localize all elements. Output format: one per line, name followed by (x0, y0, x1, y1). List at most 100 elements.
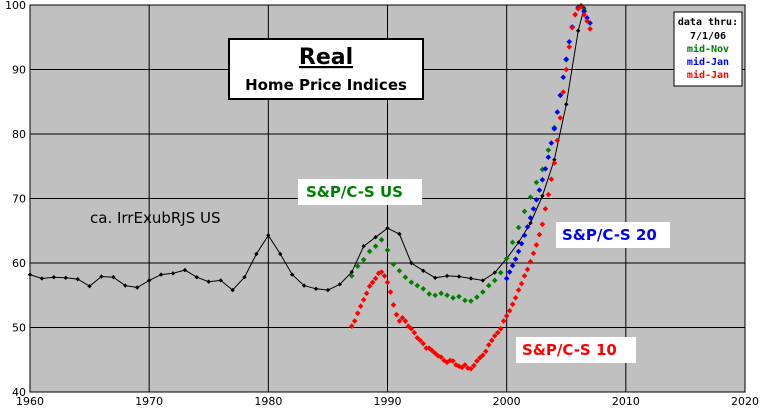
data-point-cs-10 (503, 313, 510, 319)
y-tick-label: 90 (12, 64, 26, 77)
x-tick-label: 2010 (612, 395, 640, 408)
data-point-cs-10 (533, 242, 540, 248)
data-point-cs-20 (503, 275, 510, 282)
data-point-irrexub (575, 28, 581, 33)
data-point-cs-20 (566, 38, 573, 45)
data-point-cs-us (366, 248, 373, 255)
data-point-cs-10 (441, 357, 447, 364)
data-point-cs-10 (348, 323, 355, 330)
data-point-irrexub (337, 282, 343, 287)
data-point-irrexub (123, 283, 128, 288)
data-point-cs-10 (354, 310, 361, 317)
data-point-cs-us (354, 263, 361, 270)
data-point-cs-us (527, 194, 534, 201)
data-point-cs-10 (408, 325, 415, 332)
data-point-irrexub (301, 283, 307, 288)
legend-frame (673, 11, 743, 87)
series-label-cs-20: S&P/C-S 20 (556, 222, 670, 248)
legend-entry-date: 7/1/06 (690, 31, 726, 42)
data-point-cs-10 (399, 315, 406, 321)
data-point-cs-us (432, 292, 438, 299)
data-point-irrexub (552, 157, 557, 162)
data-point-cs-us (408, 279, 415, 286)
data-point-irrexub (313, 286, 319, 291)
data-point-cs-10 (521, 273, 528, 279)
data-point-cs-10 (471, 362, 477, 369)
data-point-cs-us (348, 273, 355, 279)
x-tick-label: 2020 (731, 395, 759, 408)
legend-entry-data-thru: data thru: (678, 17, 738, 28)
x-tick-label: 1960 (16, 395, 44, 408)
data-point-cs-10 (572, 11, 578, 18)
data-point-cs-us (378, 236, 385, 243)
data-point-cs-10 (351, 318, 358, 324)
data-point-irrexub (278, 251, 283, 257)
series-irrexub (27, 6, 587, 293)
data-point-cs-20 (515, 248, 522, 255)
data-point-irrexub (397, 231, 402, 237)
data-point-irrexub (146, 278, 152, 283)
data-point-cs-us (462, 297, 468, 304)
data-point-cs-10 (402, 318, 409, 324)
data-point-irrexub (409, 260, 414, 266)
data-point-cs-10 (390, 302, 397, 308)
x-tick-label: 2000 (493, 395, 521, 408)
data-point-cs-10 (506, 307, 513, 314)
data-point-cs-10 (563, 66, 570, 73)
data-point-cs-us (468, 298, 474, 304)
data-point-irrexub (540, 193, 545, 199)
data-point-irrexub (444, 273, 450, 279)
title-box: Real Home Price Indices (228, 38, 424, 100)
data-point-cs-10 (554, 137, 561, 144)
data-point-cs-20 (584, 15, 590, 21)
data-point-irrexub (135, 285, 140, 290)
data-point-cs-20 (512, 256, 519, 262)
data-point-cs-10 (584, 18, 590, 24)
data-point-irrexub (182, 267, 188, 273)
data-point-cs-20 (506, 269, 513, 275)
data-point-irrexub (111, 274, 116, 280)
data-point-cs-10 (378, 269, 385, 275)
series-label-cs-us: S&P/C-S US (298, 179, 422, 205)
data-point-cs-10 (447, 357, 453, 364)
data-point-irrexub (170, 271, 176, 276)
data-point-cs-10 (357, 303, 364, 310)
data-point-cs-us (444, 292, 450, 299)
chart-title: Real (299, 45, 353, 70)
data-point-cs-10 (387, 289, 394, 295)
data-point-cs-20 (581, 8, 587, 15)
data-point-cs-20 (563, 56, 570, 62)
data-point-cs-us (521, 208, 528, 215)
data-point-irrexub (349, 269, 354, 275)
data-point-cs-us (372, 243, 379, 250)
data-point-cs-us (402, 274, 409, 280)
y-tick-label: 80 (12, 128, 26, 141)
data-point-cs-10 (483, 348, 489, 355)
data-point-cs-10 (494, 329, 501, 336)
series-label-cs-10-box (516, 337, 636, 363)
y-tick-label: 40 (12, 386, 26, 399)
data-point-cs-us (450, 295, 456, 301)
legend-entry-mid-jan-red: mid-Jan (687, 69, 729, 81)
data-point-irrexub (39, 276, 45, 281)
data-point-cs-us (396, 267, 403, 274)
data-point-cs-10 (551, 160, 558, 166)
y-tick-label: 50 (12, 322, 26, 335)
data-point-cs-10 (477, 355, 483, 361)
data-point-cs-10 (438, 354, 444, 360)
data-point-irrexub (254, 251, 259, 257)
data-point-cs-10 (491, 333, 498, 339)
data-point-cs-us (438, 290, 444, 297)
data-point-cs-20 (545, 154, 552, 161)
data-point-cs-10 (360, 296, 367, 303)
data-point-cs-20 (533, 196, 540, 203)
data-point-cs-20 (554, 109, 561, 115)
legend-entry-mid-nov: mid-Nov (687, 43, 729, 55)
data-point-irrexub (480, 278, 486, 283)
data-point-cs-10 (488, 337, 495, 344)
x-tick-label: 1990 (374, 395, 402, 408)
data-point-irrexub (289, 272, 295, 277)
data-point-cs-us (426, 291, 433, 297)
data-point-irrexub (242, 274, 247, 280)
data-point-cs-10 (411, 329, 418, 336)
